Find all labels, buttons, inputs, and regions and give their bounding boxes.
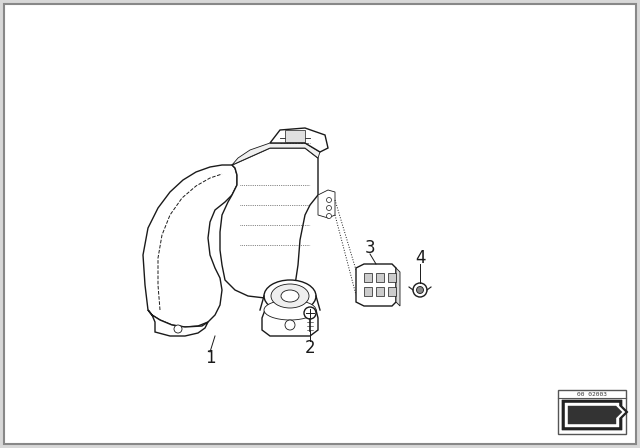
Bar bbox=[376, 273, 384, 282]
Circle shape bbox=[417, 287, 424, 293]
Bar bbox=[285, 130, 305, 142]
Ellipse shape bbox=[264, 280, 316, 312]
Bar bbox=[376, 287, 384, 296]
Circle shape bbox=[413, 283, 427, 297]
Polygon shape bbox=[568, 406, 622, 424]
Polygon shape bbox=[562, 400, 628, 430]
Ellipse shape bbox=[271, 284, 309, 308]
Text: 1: 1 bbox=[205, 349, 215, 367]
Circle shape bbox=[285, 320, 295, 330]
Circle shape bbox=[326, 214, 332, 219]
Bar bbox=[364, 287, 372, 296]
Text: 00 02003: 00 02003 bbox=[577, 392, 607, 396]
Circle shape bbox=[326, 198, 332, 202]
Polygon shape bbox=[148, 310, 208, 336]
Bar bbox=[388, 287, 396, 296]
Polygon shape bbox=[143, 165, 237, 327]
Text: 4: 4 bbox=[415, 249, 425, 267]
Text: 2: 2 bbox=[305, 339, 316, 357]
Bar bbox=[388, 273, 396, 282]
Text: 3: 3 bbox=[365, 239, 375, 257]
Polygon shape bbox=[232, 143, 320, 165]
Polygon shape bbox=[262, 310, 318, 336]
Bar bbox=[558, 390, 626, 434]
Ellipse shape bbox=[281, 290, 299, 302]
Polygon shape bbox=[565, 403, 625, 427]
Polygon shape bbox=[270, 128, 328, 152]
Polygon shape bbox=[220, 148, 318, 298]
Ellipse shape bbox=[264, 300, 316, 320]
Circle shape bbox=[304, 307, 316, 319]
Polygon shape bbox=[356, 264, 396, 306]
Polygon shape bbox=[396, 268, 400, 306]
Bar bbox=[364, 273, 372, 282]
Circle shape bbox=[174, 325, 182, 333]
Circle shape bbox=[326, 206, 332, 211]
Polygon shape bbox=[318, 190, 335, 218]
